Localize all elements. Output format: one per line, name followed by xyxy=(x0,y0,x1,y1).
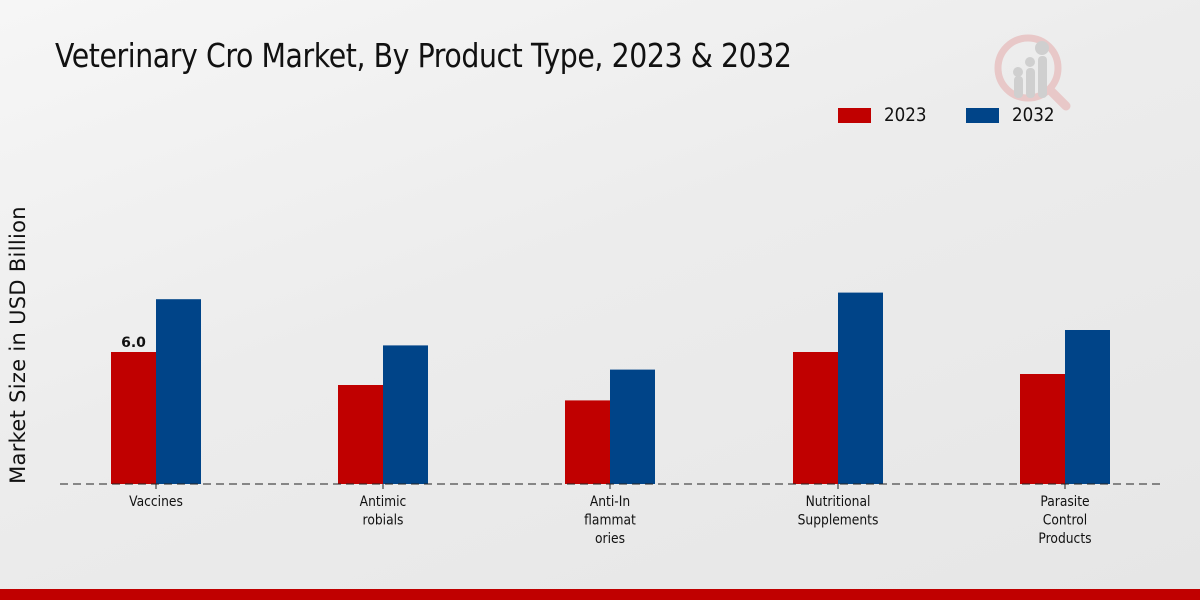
bar-2032-0 xyxy=(156,299,201,484)
bar-2032-3 xyxy=(838,292,883,484)
legend-swatch-2023 xyxy=(838,107,871,123)
legend: 2023 2032 xyxy=(838,104,1095,126)
legend-swatch-2032 xyxy=(966,107,1000,123)
bar-2032-4 xyxy=(1065,330,1110,484)
bar-2032-2 xyxy=(610,369,655,484)
x-tick-label: Parasite Control Products xyxy=(1038,494,1091,547)
x-tick-label: Vaccines xyxy=(129,494,183,510)
legend-label-2032: 2032 xyxy=(1012,104,1055,126)
x-tick-label: Antimic robials xyxy=(360,494,407,528)
data-label: 6.0 xyxy=(121,335,146,351)
bar-2023-1 xyxy=(338,385,383,484)
bar-2023-4 xyxy=(1020,374,1065,484)
chart-title: Veterinary Cro Market, By Product Type, … xyxy=(55,36,792,75)
legend-label-2023: 2023 xyxy=(884,104,927,126)
bar-2023-2 xyxy=(565,400,610,484)
legend-item-2032: 2032 xyxy=(966,104,1060,126)
bar-2032-1 xyxy=(383,345,428,484)
bar-2023-0 xyxy=(111,352,156,484)
bar-2023-3 xyxy=(793,352,838,484)
legend-item-2023: 2023 xyxy=(838,104,932,126)
x-tick-label: Anti-In flammat ories xyxy=(584,494,636,547)
x-tick-label: Nutritional Supplements xyxy=(798,494,879,528)
logo-icon xyxy=(994,34,1071,111)
footer-bar xyxy=(0,589,1200,600)
